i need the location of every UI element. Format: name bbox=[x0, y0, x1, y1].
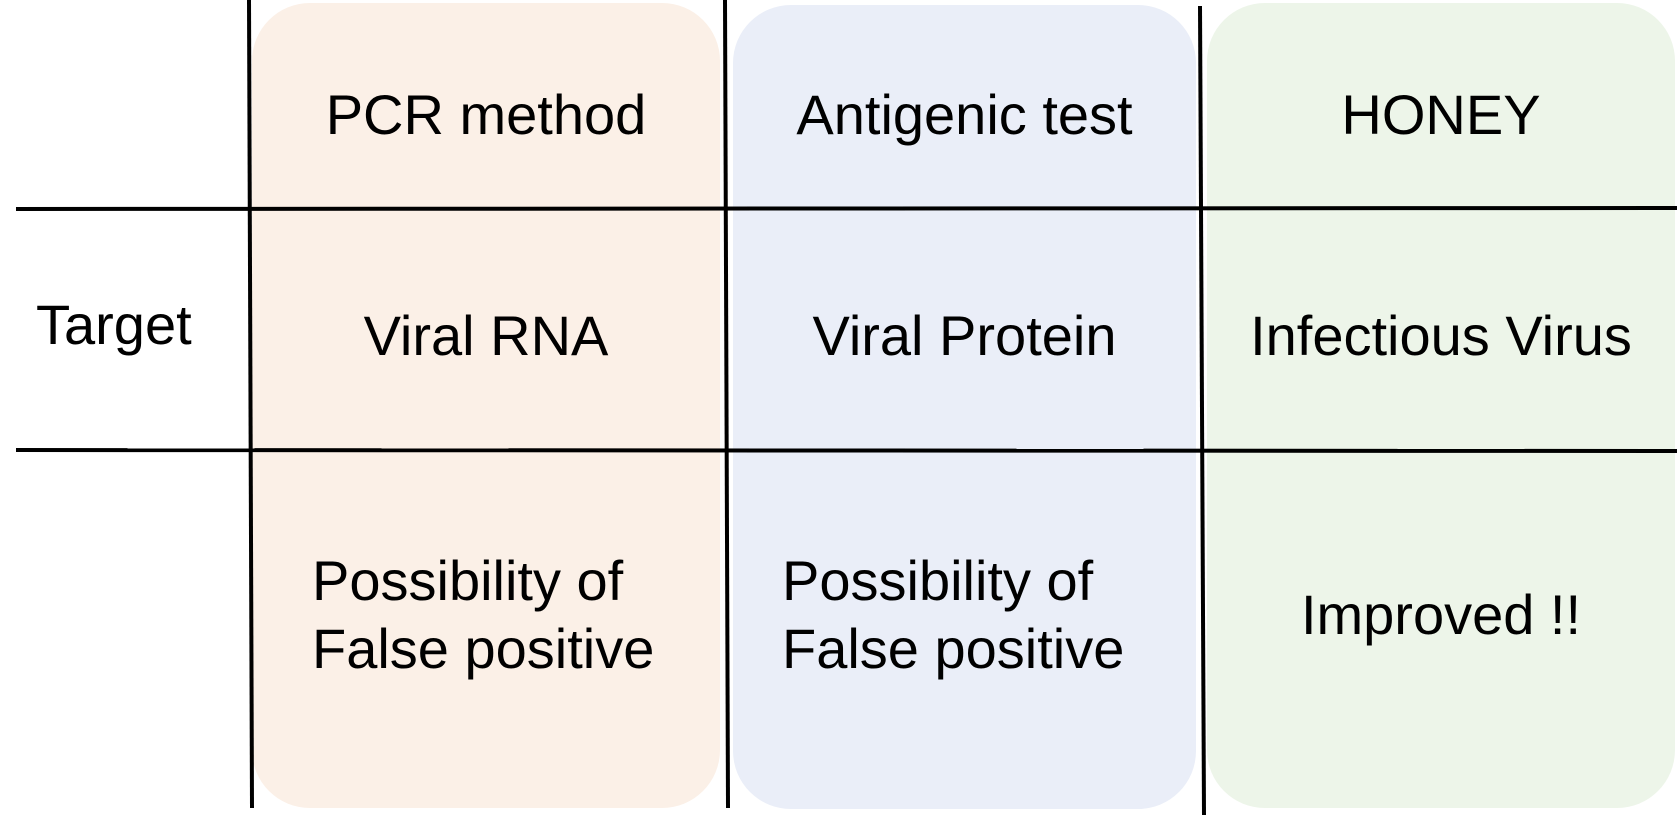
target-antigenic: Viral Protein bbox=[812, 304, 1117, 367]
grid-line-horizontal-1 bbox=[15, 206, 1677, 211]
target-pcr: Viral RNA bbox=[363, 304, 609, 367]
pcr-column-panel bbox=[252, 3, 720, 808]
grid-line-vertical-3 bbox=[1198, 5, 1206, 816]
antigenic-column-panel bbox=[733, 5, 1196, 809]
honey-column-panel bbox=[1207, 3, 1675, 808]
note-pcr-text: Possibility of False positive bbox=[312, 549, 655, 680]
note-antigenic-text: Possibility of False positive bbox=[782, 549, 1125, 680]
header-pcr-method: PCR method bbox=[325, 83, 647, 146]
target-honey: Infectious Virus bbox=[1250, 304, 1632, 367]
grid-line-horizontal-2 bbox=[15, 448, 1677, 453]
grid-line-vertical-1 bbox=[247, 0, 254, 809]
grid-line-vertical-2 bbox=[723, 0, 730, 809]
note-antigenic: Possibility of False positive bbox=[782, 545, 1192, 685]
note-pcr: Possibility of False positive bbox=[312, 545, 712, 685]
header-antigenic-test: Antigenic test bbox=[796, 83, 1133, 146]
header-honey: HONEY bbox=[1341, 83, 1541, 146]
row-label-target: Target bbox=[36, 293, 192, 356]
note-honey: Improved !! bbox=[1300, 583, 1582, 646]
